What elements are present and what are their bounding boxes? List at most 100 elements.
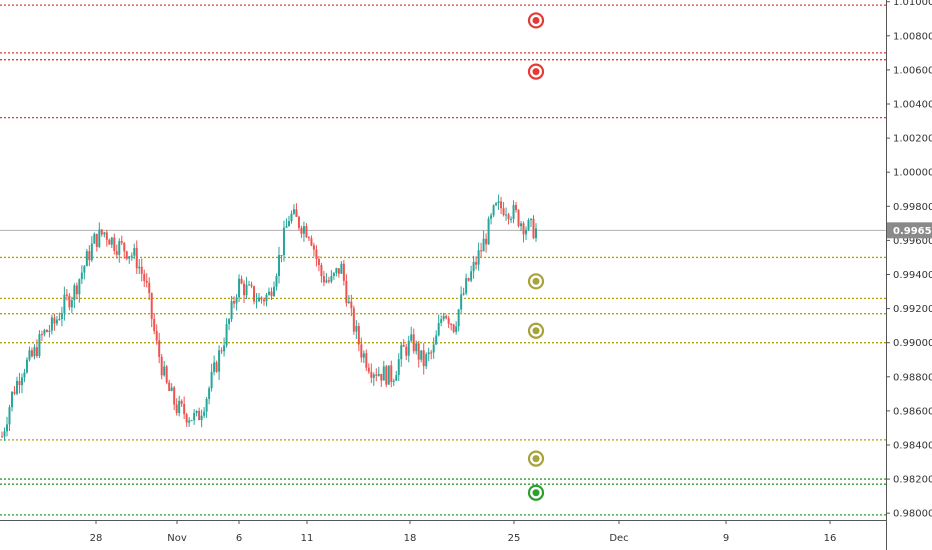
candle-body-0 (1, 436, 3, 438)
candle-body-206 (515, 205, 518, 211)
candle-body-142 (355, 326, 358, 332)
y-tick-label-3: 1.00400 (893, 100, 932, 111)
candle-body-16 (40, 334, 43, 336)
candle-body-181 (452, 324, 455, 332)
candle-body-180 (450, 323, 453, 325)
candle-body-209 (522, 223, 525, 235)
candle-body-15 (38, 334, 41, 357)
candle-body-147 (367, 367, 370, 372)
candle-body-158 (395, 375, 398, 381)
candle-body-200 (500, 201, 503, 209)
candle-body-171 (427, 352, 430, 355)
candle-body-101 (253, 286, 256, 302)
candle-body-104 (260, 297, 263, 300)
candle-body-150 (375, 374, 378, 376)
candle-body-127 (317, 258, 320, 265)
candle-body-64 (160, 356, 163, 376)
candle-body-75 (188, 420, 191, 423)
candle-body-60 (150, 293, 153, 319)
target-marker-3 (527, 322, 545, 339)
candle-body-135 (337, 268, 340, 274)
candle-body-54 (135, 248, 138, 269)
candle-body-86 (215, 362, 218, 372)
candle-body-187 (467, 278, 470, 281)
candle-body-21 (53, 317, 56, 324)
candle-body-211 (527, 220, 530, 230)
candle-body-137 (342, 263, 345, 281)
candle-body-189 (472, 261, 475, 272)
candle-body-172 (430, 352, 433, 354)
candle-body-37 (93, 233, 96, 244)
candle-body-3 (8, 407, 11, 425)
candle-body-39 (98, 229, 101, 247)
candle-body-6 (15, 380, 18, 394)
candle-body-169 (422, 350, 425, 367)
candle-body-184 (460, 294, 463, 310)
candle-body-168 (420, 350, 423, 360)
candle-body-163 (407, 340, 410, 356)
candle-body-28 (70, 300, 73, 308)
y-tick-label-6: 0.99800 (893, 202, 932, 213)
candle-body-120 (300, 227, 303, 234)
candle-body-199 (497, 201, 500, 204)
x-tick-label-0: 28 (90, 533, 103, 544)
candle-body-204 (510, 218, 513, 220)
candle-body-87 (218, 350, 221, 372)
candle-body-191 (477, 250, 480, 265)
candle-body-53 (133, 248, 136, 256)
candle-body-154 (385, 366, 388, 385)
candle-body-43 (108, 239, 111, 245)
candle-body-141 (352, 308, 355, 332)
candle-body-45 (113, 237, 116, 252)
candle-body-113 (282, 227, 285, 256)
candle-body-23 (58, 318, 61, 320)
candle-body-19 (48, 330, 51, 332)
candle-body-195 (487, 218, 490, 245)
candle-body-67 (168, 382, 171, 391)
candle-body-139 (347, 301, 350, 304)
candle-body-178 (445, 315, 448, 319)
candle-body-118 (295, 209, 298, 217)
y-tick-label-4: 1.00200 (893, 134, 932, 145)
candle-body-66 (165, 366, 168, 383)
candle-body-92 (230, 301, 233, 320)
candle-body-48 (120, 241, 123, 243)
candle-body-77 (193, 412, 196, 421)
candle-body-56 (140, 266, 143, 274)
y-tick-label-15: 0.98000 (893, 509, 932, 520)
candle-body-31 (78, 279, 81, 295)
candle-body-167 (417, 343, 420, 360)
candle-body-182 (455, 326, 458, 332)
y-tick-label-7: 0.99600 (893, 236, 932, 247)
candle-body-134 (335, 268, 338, 273)
candle-body-208 (520, 223, 523, 227)
candle-body-162 (405, 346, 408, 356)
candle-body-193 (482, 238, 485, 252)
candle-body-47 (118, 241, 121, 255)
x-tick-label-7: 9 (723, 533, 729, 544)
y-tick-label-10: 0.99000 (893, 338, 932, 349)
candle-body-165 (412, 334, 415, 352)
candle-body-144 (360, 344, 363, 358)
candle-body-55 (138, 266, 141, 269)
candle-body-116 (290, 213, 293, 222)
candle-body-176 (440, 319, 443, 324)
candle-body-12 (30, 350, 33, 357)
candle-body-8 (20, 377, 23, 386)
candle-body-46 (115, 251, 118, 255)
candle-body-119 (297, 216, 300, 228)
candle-body-188 (470, 271, 473, 281)
candle-body-74 (185, 414, 188, 423)
x-tick-label-3: 11 (301, 533, 314, 544)
candle-body-14 (35, 347, 38, 357)
candle-body-110 (275, 276, 278, 287)
y-tick-label-8: 0.99400 (893, 270, 932, 281)
candle-body-175 (437, 323, 440, 336)
candle-body-83 (208, 388, 211, 399)
candle-body-160 (400, 345, 403, 360)
candle-body-51 (128, 256, 131, 259)
candle-body-73 (183, 404, 186, 415)
candle-body-152 (380, 373, 383, 381)
candle-body-80 (200, 415, 203, 421)
